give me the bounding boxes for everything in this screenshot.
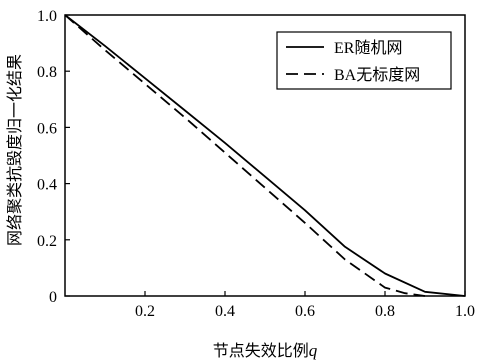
y-tick-label: 0 (49, 289, 57, 306)
x-tick-label: 0.8 (375, 303, 395, 320)
legend-label-ba: BA无标度网 (334, 66, 420, 84)
plot-frame (64, 14, 466, 297)
legend-box (276, 31, 452, 90)
y-tick-label: 0.8 (37, 64, 57, 81)
legend: ER随机网 BA无标度网 (276, 31, 452, 90)
series-layer (64, 14, 466, 297)
y-tick-label: 0.2 (37, 233, 57, 250)
x-axis-ticks: 0.2 0.4 0.6 0.8 1.0 (135, 291, 475, 320)
x-axis-title: 节点失效比例q (213, 341, 318, 360)
legend-label-er: ER随机网 (334, 39, 402, 57)
y-axis-title: 网络聚类抗毁度归一化结果 (5, 54, 24, 246)
x-tick-label: 0.4 (215, 303, 235, 320)
y-tick-label: 0.4 (37, 177, 57, 194)
x-tick-label: 0.6 (295, 303, 315, 320)
y-tick-label: 0.6 (37, 120, 57, 137)
x-tick-label: 0.2 (135, 303, 155, 320)
series-line-er (64, 14, 466, 297)
y-tick-label: 1.0 (37, 8, 57, 25)
y-axis-ticks: 0 0.2 0.4 0.6 0.8 1.0 (37, 8, 70, 306)
x-tick-label: 1.0 (455, 303, 475, 320)
